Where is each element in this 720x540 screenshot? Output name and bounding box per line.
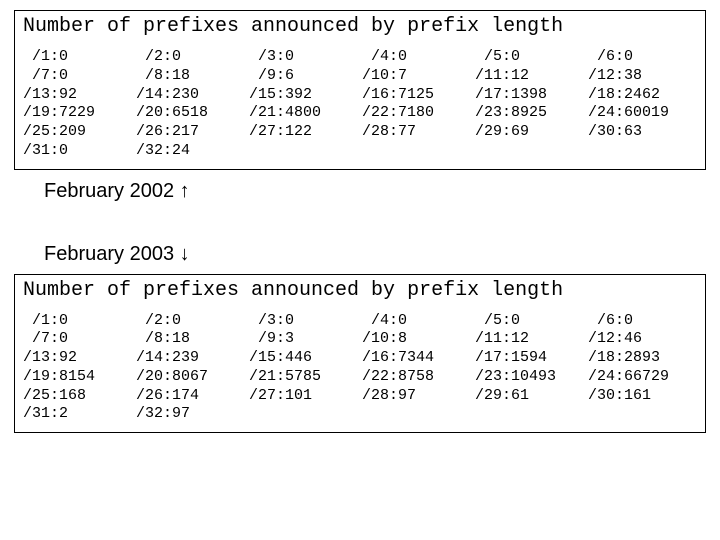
prefix-cell: /2:0 (136, 312, 245, 331)
prefix-cell: /14:230 (136, 86, 245, 105)
prefix-box-2002: Number of prefixes announced by prefix l… (14, 10, 706, 170)
caption-text: February 2002 (44, 180, 180, 202)
prefix-cell: /8:18 (136, 330, 245, 349)
prefix-cell: /26:174 (136, 387, 245, 406)
prefix-cell (475, 405, 584, 424)
prefix-cell: /14:239 (136, 349, 245, 368)
prefix-cell: /31:0 (23, 142, 132, 161)
prefix-cell: /5:0 (475, 312, 584, 331)
prefix-cell: /12:38 (588, 67, 697, 86)
prefix-cell: /10:8 (362, 330, 471, 349)
down-arrow-icon: ↓ (180, 243, 190, 265)
prefix-cell (475, 142, 584, 161)
prefix-cell (249, 142, 358, 161)
prefix-cell: /32:24 (136, 142, 245, 161)
prefix-cell: /20:8067 (136, 368, 245, 387)
up-arrow-icon: ↑ (180, 180, 190, 202)
prefix-cell: /27:101 (249, 387, 358, 406)
prefix-cell: /25:168 (23, 387, 132, 406)
prefix-cell: /4:0 (362, 312, 471, 331)
prefix-cell: /16:7344 (362, 349, 471, 368)
prefix-cell: /29:61 (475, 387, 584, 406)
prefix-cell: /5:0 (475, 48, 584, 67)
prefix-cell: /16:7125 (362, 86, 471, 105)
prefix-cell: /30:161 (588, 387, 697, 406)
prefix-cell: /1:0 (23, 312, 132, 331)
prefix-grid-2003: /1:0 /2:0 /3:0 /4:0 /5:0 /6:0 /7:0 /8:18… (23, 312, 697, 425)
prefix-cell: /17:1398 (475, 86, 584, 105)
prefix-cell: /13:92 (23, 349, 132, 368)
prefix-cell: /24:66729 (588, 368, 697, 387)
prefix-cell: /22:8758 (362, 368, 471, 387)
prefix-cell: /6:0 (588, 48, 697, 67)
prefix-cell (588, 405, 697, 424)
prefix-cell: /22:7180 (362, 104, 471, 123)
prefix-cell: /23:8925 (475, 104, 584, 123)
prefix-cell: /4:0 (362, 48, 471, 67)
box-title: Number of prefixes announced by prefix l… (23, 279, 697, 302)
prefix-cell: /25:209 (23, 123, 132, 142)
prefix-cell: /7:0 (23, 330, 132, 349)
prefix-cell: /19:7229 (23, 104, 132, 123)
prefix-cell: /3:0 (249, 312, 358, 331)
prefix-box-2003: Number of prefixes announced by prefix l… (14, 274, 706, 434)
prefix-cell: /24:60019 (588, 104, 697, 123)
prefix-cell: /2:0 (136, 48, 245, 67)
prefix-cell: /13:92 (23, 86, 132, 105)
caption-text: February 2003 (44, 243, 180, 265)
prefix-cell: /23:10493 (475, 368, 584, 387)
prefix-cell (362, 142, 471, 161)
prefix-cell: /15:446 (249, 349, 358, 368)
prefix-cell: /6:0 (588, 312, 697, 331)
prefix-cell: /21:4800 (249, 104, 358, 123)
prefix-cell: /11:12 (475, 67, 584, 86)
prefix-cell (362, 405, 471, 424)
prefix-cell: /31:2 (23, 405, 132, 424)
box-title: Number of prefixes announced by prefix l… (23, 15, 697, 38)
prefix-cell: /30:63 (588, 123, 697, 142)
prefix-cell: /29:69 (475, 123, 584, 142)
prefix-cell (249, 405, 358, 424)
prefix-cell: /20:6518 (136, 104, 245, 123)
prefix-cell: /18:2893 (588, 349, 697, 368)
prefix-cell: /11:12 (475, 330, 584, 349)
prefix-cell: /10:7 (362, 67, 471, 86)
prefix-cell: /8:18 (136, 67, 245, 86)
caption-2002: February 2002 ↑ (44, 180, 706, 203)
prefix-cell: /15:392 (249, 86, 358, 105)
caption-2003: February 2003 ↓ (44, 243, 706, 266)
prefix-cell: /3:0 (249, 48, 358, 67)
prefix-cell: /17:1594 (475, 349, 584, 368)
prefix-cell: /26:217 (136, 123, 245, 142)
prefix-cell (588, 142, 697, 161)
prefix-cell: /28:97 (362, 387, 471, 406)
prefix-cell: /18:2462 (588, 86, 697, 105)
prefix-cell: /21:5785 (249, 368, 358, 387)
prefix-grid-2002: /1:0 /2:0 /3:0 /4:0 /5:0 /6:0 /7:0 /8:18… (23, 48, 697, 161)
prefix-cell: /19:8154 (23, 368, 132, 387)
prefix-cell: /12:46 (588, 330, 697, 349)
prefix-cell: /28:77 (362, 123, 471, 142)
prefix-cell: /1:0 (23, 48, 132, 67)
prefix-cell: /7:0 (23, 67, 132, 86)
prefix-cell: /27:122 (249, 123, 358, 142)
prefix-cell: /32:97 (136, 405, 245, 424)
prefix-cell: /9:3 (249, 330, 358, 349)
prefix-cell: /9:6 (249, 67, 358, 86)
